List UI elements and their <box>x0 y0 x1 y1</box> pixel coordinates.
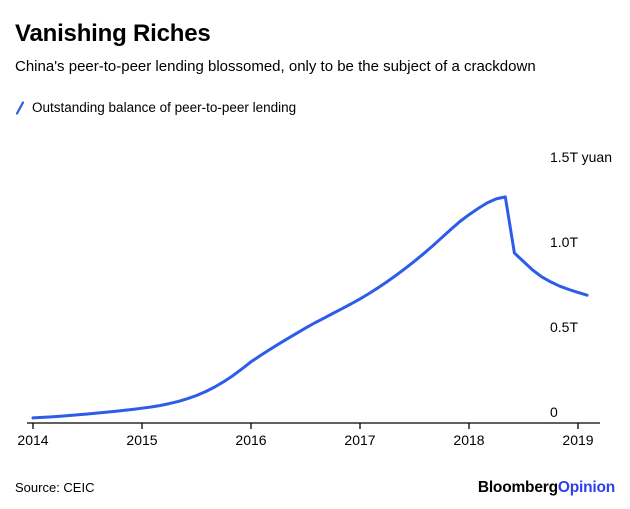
x-tick-label: 2016 <box>235 432 266 448</box>
y-tick-label: 1.5T yuan <box>550 149 612 165</box>
x-tick-label: 2019 <box>562 432 593 448</box>
brand-logo: BloombergOpinion <box>478 479 615 497</box>
legend-mark-line <box>15 100 25 115</box>
x-tick-label: 2014 <box>17 432 48 448</box>
y-tick-label: 0.5T <box>550 319 578 335</box>
x-tick-label: 2017 <box>344 432 375 448</box>
chart-title: Vanishing Riches <box>15 20 211 47</box>
legend: Outstanding balance of peer-to-peer lend… <box>15 100 630 116</box>
x-tick-label: 2015 <box>126 432 157 448</box>
source-note: Source: CEIC <box>15 480 95 495</box>
x-tick-label: 2018 <box>453 432 484 448</box>
legend-line-mark-icon <box>15 100 25 115</box>
y-tick-label: 0 <box>550 404 558 420</box>
brand-opinion: Opinion <box>557 479 615 496</box>
chart-header: Vanishing Riches China's peer-to-peer le… <box>0 0 630 76</box>
legend-label: Outstanding balance of peer-to-peer lend… <box>32 100 297 116</box>
series-line <box>31 194 589 419</box>
chart-subtitle: China's peer-to-peer lending blossomed, … <box>15 57 536 75</box>
brand-bloomberg: Bloomberg <box>477 479 558 496</box>
chart-footer: Source: CEIC BloombergOpinion <box>15 479 615 497</box>
y-tick-label: 1.0T <box>550 234 578 250</box>
